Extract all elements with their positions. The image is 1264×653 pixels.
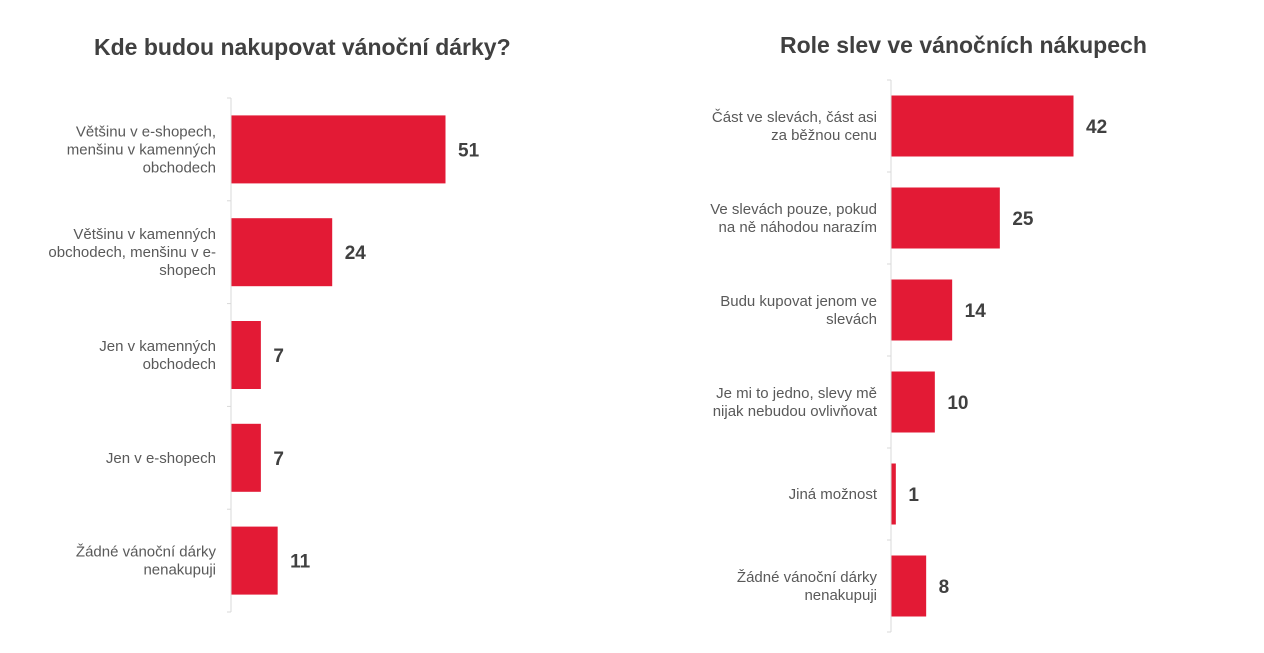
left-value-label-4: 7 [273,449,284,470]
left-category-label-4: Jen v e-shopech [106,450,216,467]
left-value-label-3: 7 [273,346,284,367]
right-bar-4 [891,371,935,433]
right-category-label-3: Budu kupovat jenom ve slevách [720,293,877,328]
left-value-label-1: 51 [458,140,480,161]
left-category-label-5: Žádné vánoční dárky nenakupuji [76,544,217,579]
left-value-label-2: 24 [345,243,367,264]
left-value-label-5: 11 [290,552,311,573]
left-bar-4 [231,423,261,492]
right-category-label-2: Ve slevách pouze, pokud na ně náhodou nar… [710,201,877,236]
left-bar-2 [231,218,333,287]
right-value-label-1: 42 [1086,117,1107,138]
right-bar-3 [891,279,953,341]
right-value-label-6: 8 [939,577,950,598]
left-bar-3 [231,321,261,389]
right-category-label-6: Žádné vánoční dárky nenakupuji [737,569,878,604]
right-bar-2 [891,187,1000,249]
left-category-label-2: Většinu v kamenných obchodech, menšinu v … [48,226,216,279]
chart-title-right: Role slev ve vánočních nákupech [780,32,1147,58]
right-bar-1 [891,95,1074,157]
right-category-label-5: Jiná možnost [789,486,878,503]
left-bar-5 [231,526,278,595]
right-value-label-5: 1 [908,485,919,506]
chart-title-left: Kde budou nakupovat vánoční dárky? [94,34,511,60]
left-bar-1 [231,115,446,184]
right-value-label-3: 14 [965,301,987,322]
left-category-label-1: Většinu v e-shopech, menšinu v kamenných o… [67,123,216,176]
right-value-label-4: 10 [947,393,968,414]
right-bar-5 [891,463,896,525]
right-bar-6 [891,555,927,617]
right-value-label-2: 25 [1012,209,1034,230]
right-category-label-4: Je mi to jedno, slevy mě nijak nebudou ov… [713,385,878,420]
left-category-label-3: Jen v kamenných obchodech [99,338,216,373]
right-category-label-1: Část ve slevách, část asi za běžnou cenu [712,109,877,144]
